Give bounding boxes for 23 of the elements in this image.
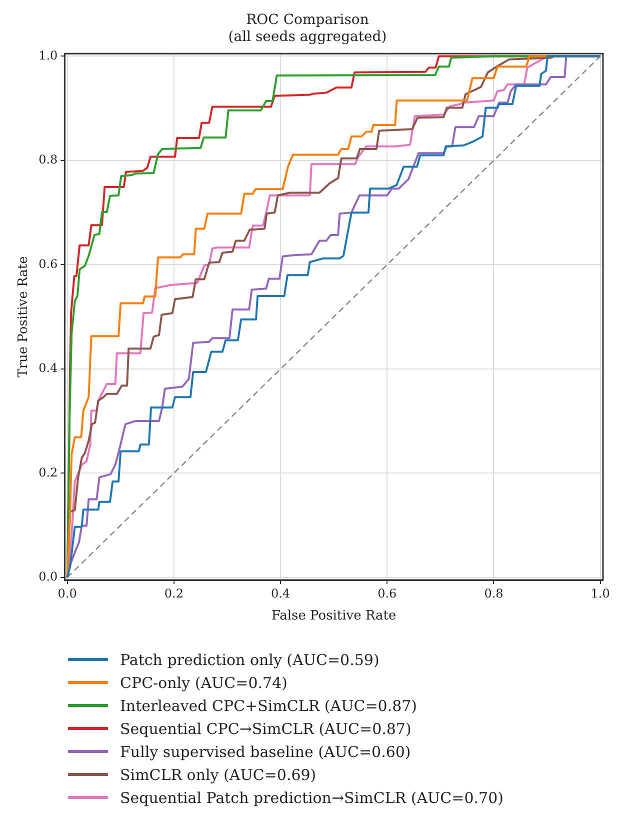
x-tick-label: 0.4	[270, 586, 290, 600]
y-tick-label: 0.0	[38, 570, 58, 584]
legend-label: Sequential Patch prediction→SimCLR (AUC=0.70)	[120, 788, 504, 806]
y-tick-label: 0.6	[38, 256, 58, 271]
y-tick-label: 0.2	[38, 465, 58, 480]
x-tick-label: 0.8	[484, 586, 504, 600]
chart-subtitle: (all seeds aggregated)	[228, 28, 387, 45]
chart-title: ROC Comparison	[246, 12, 369, 28]
y-axis-title: True Positive Rate	[16, 256, 32, 378]
x-tick-label: 0.6	[378, 586, 397, 600]
x-tick-label: 1.0	[590, 586, 610, 600]
legend-label: Fully supervised baseline (AUC=0.60)	[120, 742, 411, 760]
legend-label: Patch prediction only (AUC=0.59)	[120, 650, 380, 668]
y-tick-label: 0.8	[38, 152, 58, 167]
y-tick-label: 0.4	[38, 361, 58, 376]
legend-label: Sequential CPC→SimCLR (AUC=0.87)	[120, 720, 412, 738]
legend-label: Interleaved CPC+SimCLR (AUC=0.87)	[120, 696, 418, 714]
x-tick-label: 0.2	[164, 586, 184, 600]
legend-label: CPC-only (AUC=0.74)	[120, 674, 288, 692]
x-tick-label: 0.0	[58, 586, 77, 600]
legend-label: SimCLR only (AUC=0.69)	[120, 766, 316, 784]
x-axis-title: False Positive Rate	[271, 608, 397, 624]
y-tick-label: 1.0	[38, 48, 58, 62]
